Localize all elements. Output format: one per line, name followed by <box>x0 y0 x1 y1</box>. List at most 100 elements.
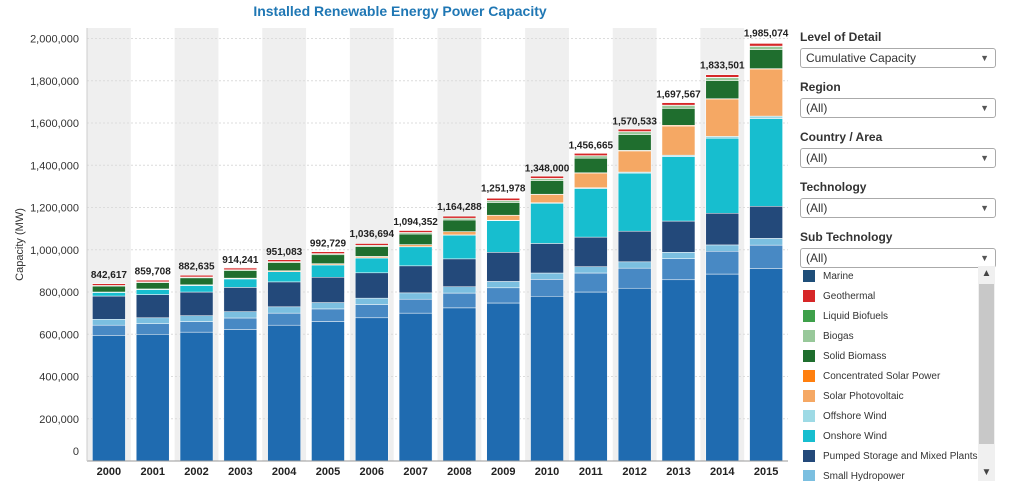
bar-segment-solid-biomass <box>617 134 652 151</box>
bar-segment-onshore-wind <box>705 138 740 214</box>
bar-segment-onshore-wind <box>92 292 126 297</box>
bar-segment-medium-hydropower <box>398 298 433 314</box>
chart-area: 0 200,000 400,000 600,000 800,000 1,000,000 1,… <box>14 28 789 478</box>
bar-segment-biogas <box>574 155 608 159</box>
legend-label: Liquid Biofuels <box>823 310 889 322</box>
bar-segment-solid-biomass <box>442 219 477 232</box>
dropdown-value: (All) <box>806 151 828 165</box>
bar-segment-pumped-storage-and-mixed-plants <box>749 206 783 239</box>
bar-segment-pumped-storage-and-mixed-plants <box>135 294 170 319</box>
legend-item-offshore-wind[interactable]: Offshore Wind <box>801 406 995 426</box>
legend-item-pumped-storage[interactable]: Pumped Storage and Mixed Plants <box>801 446 995 466</box>
bar-segment-medium-hydropower <box>749 244 783 269</box>
region-dropdown[interactable]: (All) ▼ <box>800 98 996 118</box>
bar-segment-large-hydropower <box>574 291 608 462</box>
x-tick-label: 2010 <box>535 466 559 478</box>
chevron-down-icon[interactable]: ▼ <box>981 467 992 478</box>
bar-segment-large-hydropower <box>267 324 301 462</box>
legend-item-onshore-wind[interactable]: Onshore Wind <box>801 426 995 446</box>
bar-segment-small-hydropower <box>223 311 258 319</box>
bar-segment-large-hydropower <box>355 317 389 462</box>
legend-swatch <box>803 370 815 382</box>
bar-segment-geothermal <box>661 102 696 106</box>
bar-segment-geothermal <box>223 267 258 270</box>
bar-segment-solar-photovoltaic <box>617 150 652 173</box>
sub-technology-dropdown[interactable]: (All) ▼ <box>800 248 996 268</box>
bar-segment-geothermal <box>617 128 652 132</box>
legend-label: Biogas <box>823 330 854 342</box>
legend-label: Onshore Wind <box>823 430 887 442</box>
chevron-up-icon[interactable]: ▲ <box>981 268 992 279</box>
bar-segment-geothermal <box>574 153 608 156</box>
bar-segment-onshore-wind <box>311 264 345 278</box>
legend-item-marine[interactable]: Marine <box>801 266 995 286</box>
legend-item-biogas[interactable]: Biogas <box>801 326 995 346</box>
x-tick-label: 2001 <box>140 466 164 478</box>
bar-segment-onshore-wind <box>574 188 608 238</box>
legend-item-concentrated-solar-power[interactable]: Concentrated Solar Power <box>801 366 995 386</box>
bar-segment-solid-biomass <box>486 202 520 216</box>
bar-segment-medium-hydropower <box>267 312 301 326</box>
bar-segment-medium-hydropower <box>92 324 126 336</box>
bar-segment-biogas <box>530 178 564 181</box>
y-tick-label: 200,000 <box>39 414 79 426</box>
legend-swatch <box>803 330 815 342</box>
bar-segment-solid-biomass <box>705 80 740 99</box>
country-area-dropdown[interactable]: (All) ▼ <box>800 148 996 168</box>
legend-item-solar-photovoltaic[interactable]: Solar Photovoltaic <box>801 386 995 406</box>
filter-label: Country / Area <box>800 130 883 144</box>
legend-item-liquid-biofuels[interactable]: Liquid Biofuels <box>801 306 995 326</box>
bar-segment-small-hydropower <box>398 292 433 300</box>
bar-segment-small-hydropower <box>486 281 520 289</box>
y-tick-label: 1,200,000 <box>30 203 79 215</box>
bar-segment-large-hydropower <box>661 279 696 462</box>
bar-segment-geothermal <box>92 283 126 286</box>
bar-segment-geothermal <box>486 198 520 201</box>
bar-segment-large-hydropower <box>705 273 740 462</box>
legend-item-small-hydropower[interactable]: Small Hydropower <box>801 466 995 481</box>
bar-segment-solar-photovoltaic <box>661 125 696 156</box>
dropdown-arrow-icon: ▼ <box>980 203 989 213</box>
scroll-thumb[interactable] <box>979 284 994 444</box>
legend-item-solid-biomass[interactable]: Solid Biomass <box>801 346 995 366</box>
bar-segment-medium-hydropower <box>530 279 564 297</box>
bar-segment-solid-biomass <box>749 49 783 69</box>
bar-segment-medium-hydropower <box>661 258 696 281</box>
bar-segment-pumped-storage-and-mixed-plants <box>574 236 608 267</box>
bar-segment-solar-photovoltaic <box>486 215 520 221</box>
dropdown-arrow-icon: ▼ <box>980 53 989 63</box>
bar-segment-solid-biomass <box>92 285 126 293</box>
bar-segment-pumped-storage-and-mixed-plants <box>617 230 652 263</box>
total-label: 1,833,501 <box>700 61 745 72</box>
bar-segment-large-hydropower <box>398 312 433 462</box>
filter-country-area: Country / Area (All) ▼ <box>800 130 996 168</box>
legend-swatch <box>803 470 815 481</box>
bar-segment-large-hydropower <box>486 302 520 462</box>
total-label: 1,036,694 <box>350 229 395 240</box>
bar-segment-geothermal <box>311 251 345 254</box>
dropdown-arrow-icon: ▼ <box>980 103 989 113</box>
filter-label: Sub Technology <box>800 230 893 244</box>
legend-swatch <box>803 350 815 362</box>
chart-title: Installed Renewable Energy Power Capacit… <box>253 3 547 19</box>
bar-segment-small-hydropower <box>267 306 301 314</box>
legend-scrollbar[interactable]: ▲ ▼ <box>978 266 995 481</box>
bar-segment-medium-hydropower <box>486 287 520 304</box>
y-tick-label: 600,000 <box>39 329 79 341</box>
filter-label: Region <box>800 80 841 94</box>
bar-segment-small-hydropower <box>574 266 608 274</box>
bar-segment-pumped-storage-and-mixed-plants <box>661 220 696 253</box>
level-of-detail-dropdown[interactable]: Cumulative Capacity ▼ <box>800 48 996 68</box>
bar-segment-pumped-storage-and-mixed-plants <box>355 272 389 299</box>
legend-item-geothermal[interactable]: Geothermal <box>801 286 995 306</box>
filter-label: Level of Detail <box>800 30 882 44</box>
bar-segment-pumped-storage-and-mixed-plants <box>486 252 520 282</box>
filter-sub-technology: Sub Technology (All) ▼ <box>800 230 996 268</box>
bar-segment-small-hydropower <box>617 261 652 269</box>
x-tick-label: 2007 <box>403 466 427 478</box>
bar-segment-geothermal <box>267 259 301 262</box>
legend-label: Pumped Storage and Mixed Plants <box>823 450 978 462</box>
y-tick-label: 0 <box>73 446 79 458</box>
bar-segment-onshore-wind <box>749 118 783 207</box>
technology-dropdown[interactable]: (All) ▼ <box>800 198 996 218</box>
